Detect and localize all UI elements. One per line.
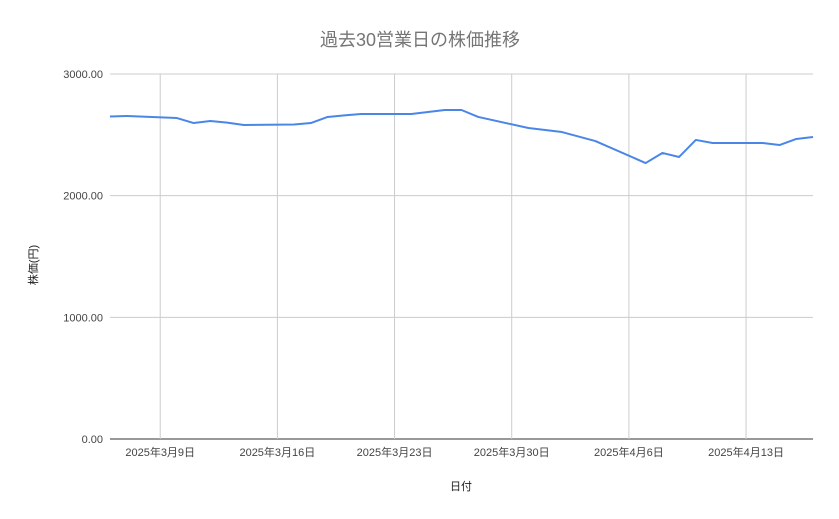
y-tick-label: 0.00 (82, 434, 103, 446)
chart-title: 過去30営業日の株価推移 (320, 30, 520, 50)
x-tick-label: 2025年4月6日 (594, 445, 664, 459)
x-tick-label: 2025年3月16日 (239, 445, 315, 459)
x-tick-label: 2025年4月13日 (708, 445, 784, 459)
y-tick-label: 3000.00 (63, 69, 103, 81)
y-axis-label: 株価(円) (26, 245, 40, 285)
x-axis-label: 日付 (450, 480, 472, 493)
x-tick-label: 2025年3月9日 (125, 445, 195, 459)
y-tick-label: 2000.00 (63, 191, 103, 203)
y-tick-label: 1000.00 (63, 312, 103, 324)
x-tick-label: 2025年3月30日 (474, 445, 550, 459)
x-tick-label: 2025年3月23日 (357, 445, 433, 459)
series-line (109, 109, 814, 165)
